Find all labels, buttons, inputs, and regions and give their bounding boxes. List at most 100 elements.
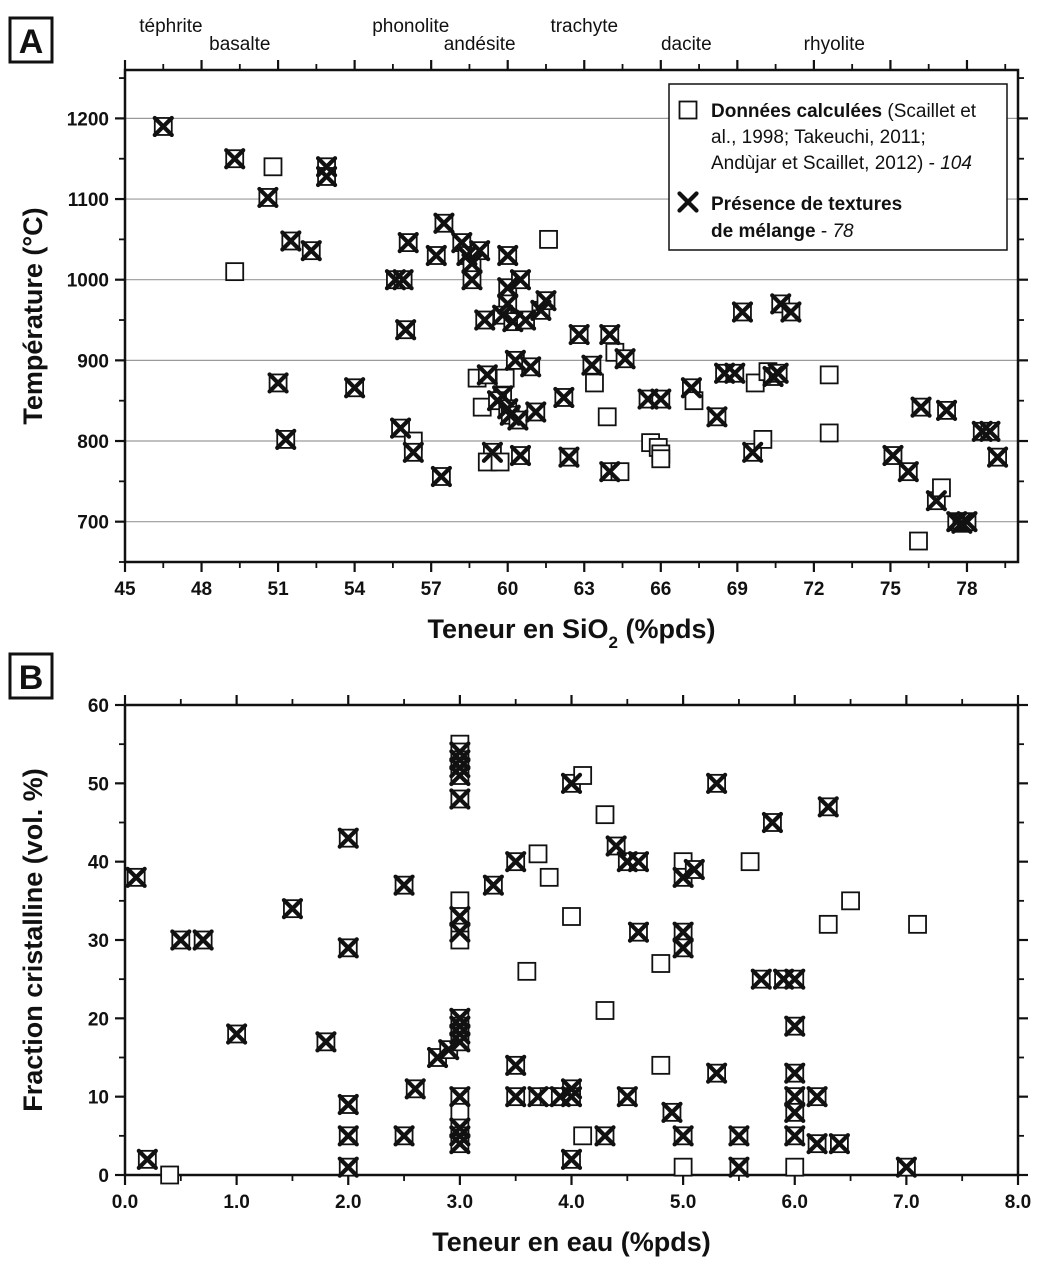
data-point-square — [562, 907, 581, 926]
series-melange — [125, 741, 917, 1178]
x-tick-label: 48 — [191, 579, 212, 600]
data-point-x — [680, 377, 703, 399]
data-point-x — [136, 1148, 158, 1170]
y-tick-label: 1100 — [68, 190, 109, 211]
data-point-x — [337, 1156, 359, 1178]
data-point-x — [449, 1015, 471, 1037]
data-point-x — [806, 1133, 828, 1155]
data-point-x — [828, 1133, 850, 1155]
data-point-square — [818, 914, 838, 934]
data-point-x — [672, 1125, 694, 1147]
data-point-x — [393, 874, 415, 896]
data-point-x — [170, 929, 192, 951]
legend: Données calculées (Scaillet et al., 1998;… — [668, 83, 1008, 251]
legend-entry-melange-line2: de mélange - 78 — [711, 221, 854, 242]
x-axis-title-suffix: (%pds) — [618, 614, 716, 644]
y-tick-label: 700 — [77, 513, 109, 534]
x-tick-label: 6.0 — [782, 1192, 808, 1213]
legend-entry-melange-sep: - — [816, 221, 833, 242]
x-tick-label: 3.0 — [447, 1192, 473, 1213]
data-point-square — [528, 844, 548, 864]
legend-entry-melange-count: 78 — [832, 221, 854, 242]
data-point-x — [449, 1031, 471, 1053]
series-melange — [152, 115, 1009, 534]
data-point-x — [224, 148, 246, 170]
data-point-x — [449, 788, 471, 810]
data-point-square — [597, 407, 617, 427]
x-tick-label: 45 — [114, 579, 136, 600]
data-point-x — [910, 396, 932, 418]
data-point-x — [728, 1156, 750, 1178]
data-point-x — [504, 349, 526, 371]
data-point-square — [585, 373, 604, 393]
data-point-x — [935, 399, 958, 421]
data-point-x — [784, 1101, 806, 1123]
data-point-x — [281, 898, 304, 920]
y-tick-label: 0 — [98, 1166, 109, 1187]
data-point-x — [784, 1015, 806, 1037]
data-point-x — [505, 1086, 527, 1108]
x-tick-label: 57 — [421, 579, 442, 600]
legend-entry-calculees-bold: Données calculées — [711, 101, 882, 122]
data-point-square — [539, 229, 558, 249]
x-tick-label: 0.0 — [112, 1192, 138, 1213]
y-tick-label: 30 — [88, 931, 109, 952]
data-point-x — [497, 277, 519, 299]
data-point-x — [449, 757, 471, 779]
data-point-x — [784, 968, 806, 990]
x-tick-label: 1.0 — [223, 1192, 249, 1213]
data-point-square — [908, 914, 927, 934]
data-point-x — [449, 1125, 471, 1147]
data-point-x — [507, 409, 529, 431]
rock-label: téphrite — [139, 16, 202, 37]
data-point-x — [449, 749, 471, 771]
panel-b: B 0.0 1.0 2.0 3.0 4.0 5.0 6.0 7.0 8.0 0 10 20 30 40 50 6… — [8, 652, 1031, 1257]
legend-entry-calculees-ref: Andùjar et Scaillet, 2012) - — [711, 153, 940, 174]
data-point-x — [553, 386, 575, 409]
x-tick-label: 66 — [650, 579, 671, 600]
rock-label: phonolite — [372, 16, 449, 37]
legend-entry-calculees-count: 104 — [940, 153, 972, 174]
data-point-x — [497, 293, 519, 315]
data-point-x — [152, 115, 174, 138]
data-point-x — [509, 444, 532, 467]
y-axis-title: Fraction cristalline (vol. %) — [18, 768, 48, 1112]
x-tick-label: 4.0 — [558, 1192, 584, 1213]
plot-frame — [123, 68, 1020, 564]
y-tick-label: 900 — [77, 351, 109, 372]
data-point-x — [337, 1093, 359, 1116]
data-point-square — [819, 365, 839, 385]
data-point-x — [426, 1046, 449, 1069]
data-point-x — [724, 362, 746, 384]
data-point-x — [337, 827, 359, 849]
data-point-x — [956, 511, 978, 533]
data-point-x — [761, 811, 784, 834]
legend-entry-calculees-line2: al., 1998; Takeuchi, 2011; — [711, 127, 926, 148]
data-point-x — [525, 401, 547, 423]
data-point-square — [573, 766, 593, 785]
data-point-x — [672, 866, 694, 888]
data-point-square — [450, 1102, 470, 1122]
data-point-x — [384, 269, 407, 291]
data-point-x — [599, 461, 621, 483]
data-point-x — [568, 323, 590, 346]
data-point-x — [614, 348, 636, 370]
data-point-x — [315, 1031, 337, 1053]
data-point-x — [389, 417, 412, 439]
x-tick-label: 7.0 — [893, 1192, 919, 1213]
data-point-square — [595, 1001, 615, 1020]
x-tick-label: 8.0 — [1005, 1192, 1031, 1213]
data-point-x — [683, 858, 705, 881]
x-tick-label: 51 — [268, 579, 290, 600]
data-point-x — [449, 741, 471, 763]
data-point-x — [750, 968, 772, 990]
data-point-x — [337, 937, 359, 959]
data-point-x — [192, 929, 214, 951]
data-point-x — [449, 1086, 471, 1108]
data-point-square — [841, 891, 860, 911]
data-point-x — [706, 406, 728, 428]
data-point-x — [449, 1117, 471, 1139]
data-point-x — [344, 377, 366, 399]
data-point-x — [951, 512, 973, 534]
